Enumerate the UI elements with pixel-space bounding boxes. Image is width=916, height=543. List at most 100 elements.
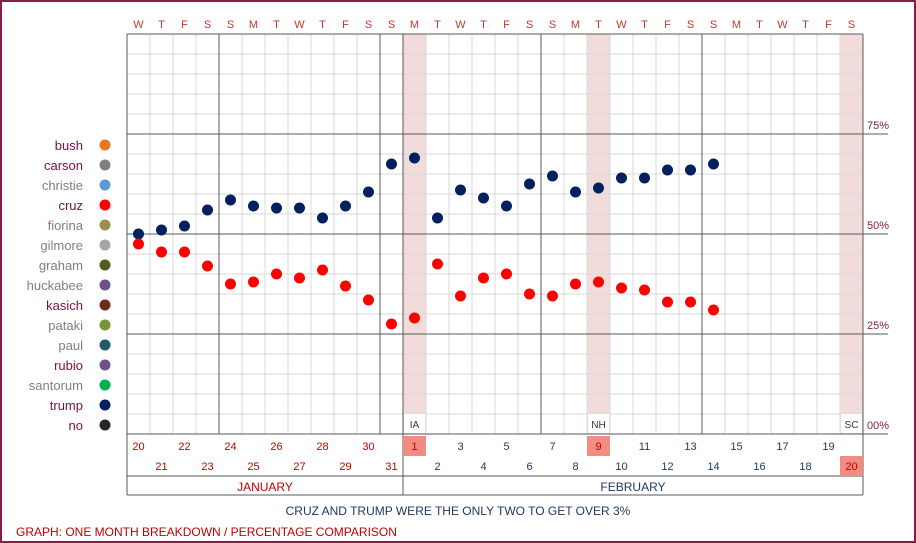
data-point-trump <box>179 220 190 232</box>
y-tick-label: 75% <box>867 120 889 132</box>
date-label: 19 <box>822 441 834 453</box>
date-label: 14 <box>707 461 719 473</box>
legend-marker <box>99 219 111 231</box>
day-letter: S <box>526 19 533 31</box>
date-label: 20 <box>845 461 857 473</box>
date-label: 5 <box>503 441 509 453</box>
legend-label: rubio <box>54 358 83 373</box>
date-label: 2 <box>434 461 440 473</box>
data-point-cruz <box>156 246 167 258</box>
date-label: 9 <box>595 441 601 453</box>
legend-marker <box>99 299 111 311</box>
legend-label: santorum <box>29 378 83 393</box>
legend-label: cruz <box>58 198 83 213</box>
day-letter: W <box>133 19 144 31</box>
date-label: 7 <box>549 441 555 453</box>
day-letter: S <box>204 19 211 31</box>
data-point-trump <box>432 212 443 224</box>
data-point-trump <box>524 178 535 190</box>
legend-label: carson <box>44 158 83 173</box>
data-point-trump <box>478 192 489 204</box>
event-label-box <box>404 414 425 433</box>
day-letter: F <box>503 19 510 31</box>
day-letter: F <box>825 19 832 31</box>
event-label: SC <box>845 420 859 431</box>
day-letter: M <box>249 19 258 31</box>
day-letter: S <box>710 19 717 31</box>
legend-marker <box>99 279 111 291</box>
legend-label: huckabee <box>27 278 83 293</box>
data-point-cruz <box>202 260 213 272</box>
data-point-trump <box>708 158 719 170</box>
legend-label: pataki <box>48 318 83 333</box>
day-letter: T <box>595 19 602 31</box>
data-point-trump <box>202 204 213 216</box>
data-point-cruz <box>524 288 535 300</box>
day-letter: M <box>571 19 580 31</box>
day-letter: S <box>848 19 855 31</box>
event-date-highlight <box>587 436 610 456</box>
day-letter: S <box>687 19 694 31</box>
data-point-trump <box>455 184 466 196</box>
day-letter: T <box>756 19 763 31</box>
date-label: 21 <box>155 461 167 473</box>
poll-chart: W T F S S M T W T F S S M T W T F S S M T W T F S S M T W T F S 00% 25% 50… <box>27 19 889 496</box>
date-label: 26 <box>270 441 282 453</box>
date-label: 25 <box>247 461 259 473</box>
day-letter: W <box>777 19 788 31</box>
day-letter: W <box>455 19 466 31</box>
data-point-cruz <box>294 272 305 284</box>
data-point-trump <box>271 202 282 214</box>
legend-marker <box>99 419 111 431</box>
data-point-cruz <box>179 246 190 258</box>
date-label: 27 <box>293 461 305 473</box>
day-letter: T <box>480 19 487 31</box>
date-label: 6 <box>526 461 532 473</box>
legend-marker <box>99 239 111 251</box>
date-label: 3 <box>457 441 463 453</box>
date-label: 8 <box>572 461 578 473</box>
data-point-trump <box>363 186 374 198</box>
data-point-cruz <box>593 276 604 288</box>
date-label: 16 <box>753 461 765 473</box>
legend-label: trump <box>50 398 83 413</box>
legend-marker <box>99 159 111 171</box>
date-label: 28 <box>316 441 328 453</box>
day-letter: M <box>410 19 419 31</box>
legend-marker <box>99 199 111 211</box>
date-label: 23 <box>201 461 213 473</box>
day-letter: S <box>549 19 556 31</box>
legend-marker <box>99 379 111 391</box>
chart-caption: CRUZ AND TRUMP WERE THE ONLY TWO TO GET … <box>285 504 631 518</box>
day-letter: T <box>434 19 441 31</box>
day-letter: F <box>342 19 349 31</box>
event-label-box <box>841 414 862 433</box>
date-label: 4 <box>480 461 486 473</box>
month-label: JANUARY <box>237 480 293 494</box>
data-point-trump <box>616 172 627 184</box>
data-point-cruz <box>685 296 696 308</box>
legend-label: no <box>69 418 83 433</box>
day-letter: T <box>273 19 280 31</box>
day-letter: S <box>365 19 372 31</box>
legend-marker <box>99 319 111 331</box>
data-point-trump <box>409 152 420 164</box>
legend-marker <box>99 179 111 191</box>
legend-label: gilmore <box>40 238 83 253</box>
day-letter: M <box>732 19 741 31</box>
date-label: 13 <box>684 441 696 453</box>
data-point-cruz <box>708 304 719 316</box>
data-point-cruz <box>248 276 259 288</box>
date-label: 11 <box>639 441 650 453</box>
data-point-cruz <box>363 294 374 306</box>
day-letter: S <box>227 19 234 31</box>
legend-marker <box>99 339 111 351</box>
data-point-cruz <box>478 272 489 284</box>
event-label-box <box>588 414 609 433</box>
data-point-trump <box>593 182 604 194</box>
day-letter: S <box>388 19 395 31</box>
data-point-cruz <box>133 238 144 250</box>
legend-marker <box>99 359 111 371</box>
date-label: 15 <box>730 441 742 453</box>
